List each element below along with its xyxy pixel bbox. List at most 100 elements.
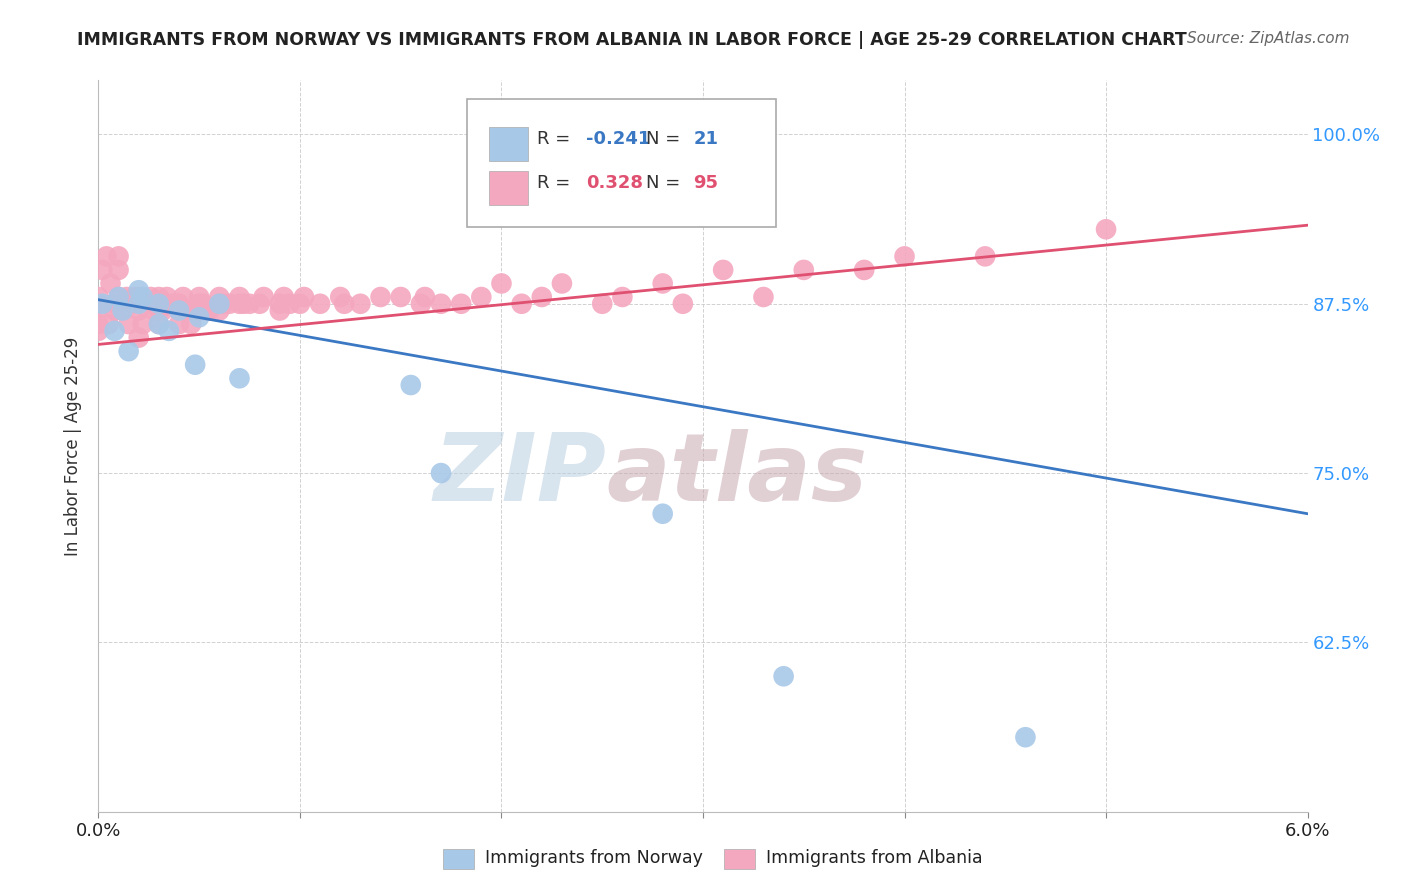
Point [853, 263, 876, 277]
Point [87, 290, 110, 304]
Point [148, 317, 170, 331]
Point [228, 290, 250, 304]
Point [157, 297, 180, 311]
Point [118, 317, 141, 331]
Point [273, 290, 295, 304]
FancyBboxPatch shape [467, 99, 776, 227]
Point [132, 317, 155, 331]
Point [148, 303, 170, 318]
Point [212, 297, 235, 311]
Point [167, 317, 190, 331]
Point [1095, 222, 1118, 236]
FancyBboxPatch shape [489, 127, 527, 161]
Point [163, 297, 186, 311]
Point [128, 297, 150, 311]
Point [329, 290, 352, 304]
Point [612, 290, 634, 304]
Point [103, 297, 125, 311]
Point [139, 290, 162, 304]
Point [551, 277, 574, 291]
Point [96, 249, 118, 263]
Point [430, 466, 453, 480]
Point [91, 263, 114, 277]
Text: N =: N = [647, 130, 686, 148]
Point [135, 297, 157, 311]
Point [128, 303, 150, 318]
Point [111, 303, 134, 318]
Point [288, 297, 311, 311]
Point [118, 344, 141, 359]
Point [97, 317, 120, 331]
Point [120, 297, 142, 311]
Point [132, 290, 155, 304]
Point [128, 283, 150, 297]
Point [228, 371, 250, 385]
Y-axis label: In Labor Force | Age 25-29: In Labor Force | Age 25-29 [65, 336, 83, 556]
Point [148, 290, 170, 304]
Point [278, 297, 301, 311]
Point [107, 290, 129, 304]
Point [752, 290, 775, 304]
Point [413, 290, 436, 304]
FancyBboxPatch shape [489, 171, 527, 204]
Point [124, 290, 146, 304]
Point [232, 297, 254, 311]
Point [148, 303, 170, 318]
Point [409, 297, 432, 311]
Point [148, 317, 170, 331]
Point [188, 297, 211, 311]
Point [450, 297, 472, 311]
Text: -0.241: -0.241 [586, 130, 650, 148]
Point [195, 303, 218, 318]
Point [188, 310, 211, 325]
Point [115, 290, 138, 304]
Point [128, 290, 150, 304]
Point [180, 317, 202, 331]
Text: N =: N = [647, 174, 686, 192]
Point [167, 297, 190, 311]
Text: 21: 21 [693, 130, 718, 148]
Point [152, 303, 174, 318]
Point [156, 290, 179, 304]
Text: Immigrants from Norway: Immigrants from Norway [485, 849, 703, 867]
Point [208, 297, 231, 311]
Point [184, 358, 207, 372]
Point [107, 263, 129, 277]
Point [430, 297, 453, 311]
Point [893, 249, 915, 263]
Point [128, 297, 150, 311]
Point [591, 297, 613, 311]
Point [167, 303, 190, 318]
Point [107, 249, 129, 263]
Point [349, 297, 371, 311]
Point [100, 277, 122, 291]
Text: 95: 95 [693, 174, 718, 192]
Point [193, 297, 215, 311]
Point [370, 290, 392, 304]
Point [269, 303, 291, 318]
Point [239, 297, 262, 311]
Point [292, 290, 315, 304]
Point [208, 290, 231, 304]
Point [309, 297, 332, 311]
Point [188, 290, 211, 304]
Point [103, 324, 125, 338]
Point [510, 297, 533, 311]
Point [167, 303, 190, 318]
Point [711, 263, 734, 277]
Point [218, 297, 240, 311]
Point [253, 290, 276, 304]
Text: R =: R = [537, 174, 576, 192]
Text: Source: ZipAtlas.com: Source: ZipAtlas.com [1187, 31, 1350, 46]
Point [107, 290, 129, 304]
Point [389, 290, 412, 304]
Point [208, 303, 231, 318]
Point [530, 290, 553, 304]
Point [249, 297, 271, 311]
Point [148, 297, 170, 311]
Point [128, 331, 150, 345]
Point [87, 317, 110, 331]
Text: ZIP: ZIP [433, 429, 606, 521]
Point [143, 303, 166, 318]
Text: IMMIGRANTS FROM NORWAY VS IMMIGRANTS FROM ALBANIA IN LABOR FORCE | AGE 25-29 COR: IMMIGRANTS FROM NORWAY VS IMMIGRANTS FRO… [77, 31, 1187, 49]
